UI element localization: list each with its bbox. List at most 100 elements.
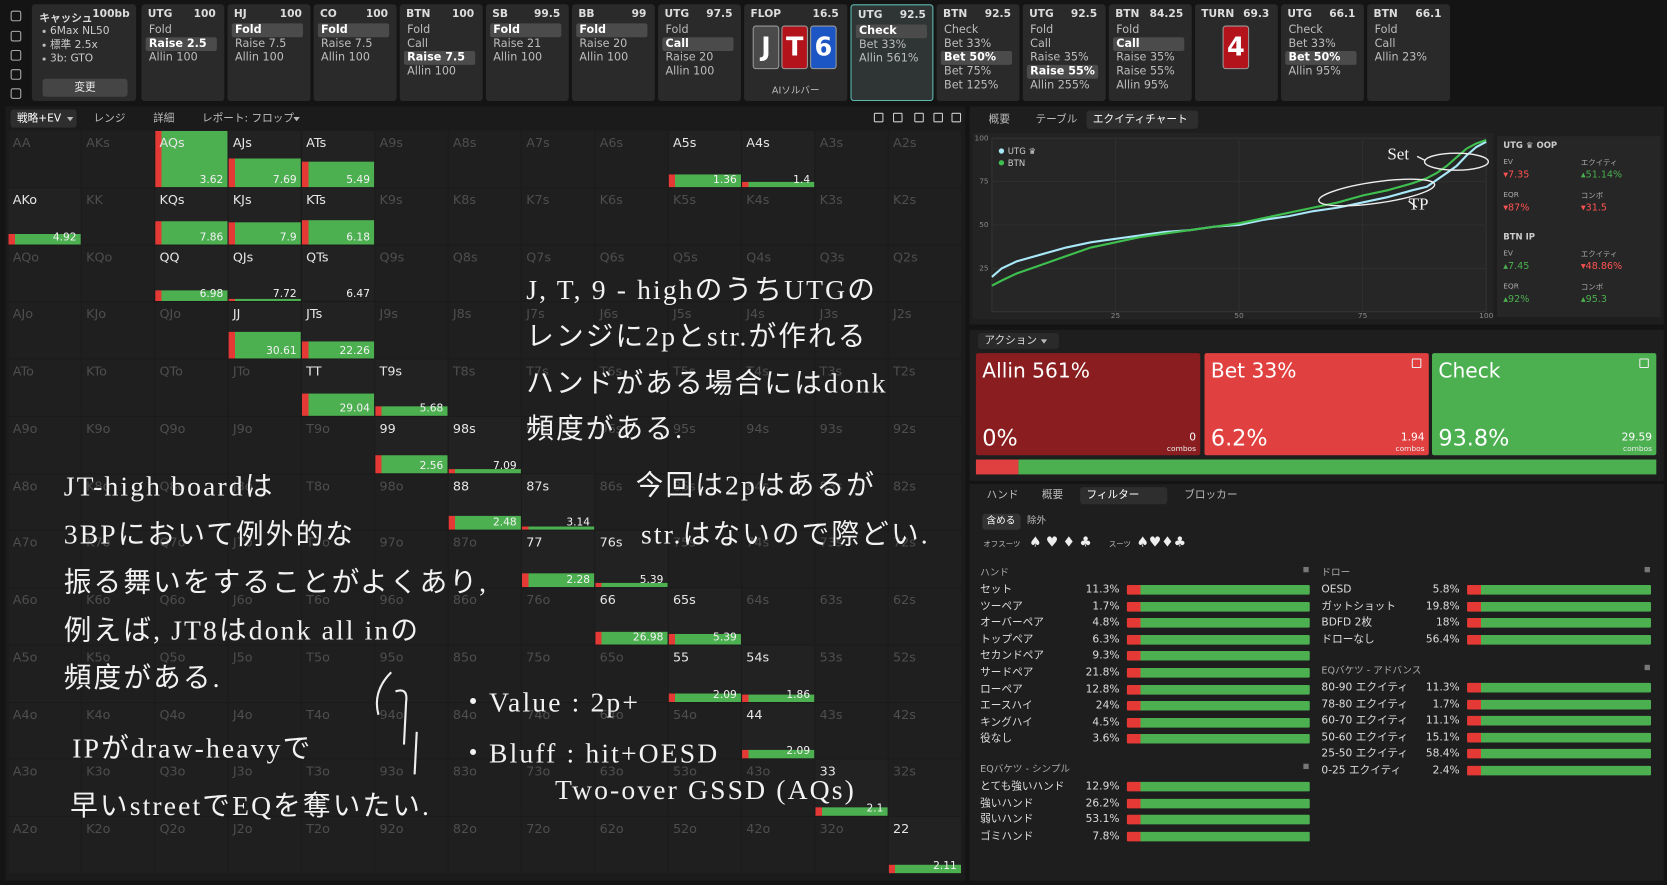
- hand-cell[interactable]: Q2o: [155, 817, 228, 874]
- hand-cell[interactable]: A5o: [8, 645, 81, 702]
- hand-cell[interactable]: 92s: [888, 416, 962, 473]
- action-option[interactable]: Allin 95%: [1288, 64, 1341, 78]
- hand-cell[interactable]: 3.62 AQs: [155, 130, 228, 187]
- action-option[interactable]: Raise 55%: [1026, 64, 1099, 79]
- action-option[interactable]: Call: [407, 37, 429, 50]
- hand-cell[interactable]: K2s: [888, 188, 962, 245]
- sidebar-icon[interactable]: [10, 69, 22, 80]
- exclude-toggle[interactable]: 除外: [1026, 515, 1047, 527]
- hand-cell[interactable]: J9s: [375, 302, 448, 359]
- hand-cell[interactable]: AJo: [8, 302, 81, 359]
- action-option[interactable]: Fold: [317, 23, 390, 38]
- hand-cell[interactable]: KQo: [81, 245, 155, 302]
- hand-cell[interactable]: 82o: [448, 817, 521, 874]
- hand-cell[interactable]: 29.04 TT: [301, 359, 375, 416]
- hand-cell[interactable]: 54o: [668, 702, 741, 759]
- hand-cell[interactable]: A3o: [8, 759, 81, 817]
- sidebar-icon[interactable]: [10, 49, 22, 61]
- hand-cell[interactable]: AA: [8, 130, 81, 187]
- hand-cell[interactable]: K8o: [81, 473, 155, 531]
- action-header[interactable]: アクション: [978, 332, 1059, 349]
- hand-cell[interactable]: A7o: [8, 531, 81, 588]
- strategy-tab[interactable]: 詳細: [153, 112, 175, 125]
- action-column[interactable]: UTG 97.5 Fold Call Raise 20 Allin 100: [658, 4, 741, 102]
- action-option[interactable]: Raise 21: [493, 37, 542, 50]
- action-option[interactable]: Call: [1374, 37, 1396, 50]
- strategy-tab[interactable]: レンジ: [93, 112, 126, 125]
- view-icon[interactable]: [933, 112, 943, 123]
- hand-cell[interactable]: 86s: [595, 473, 668, 531]
- hand-cell[interactable]: 93s: [815, 416, 888, 473]
- hand-cell[interactable]: J8s: [448, 302, 521, 359]
- hand-cell[interactable]: T3s: [815, 359, 888, 416]
- hand-cell[interactable]: 83s: [815, 473, 888, 531]
- hand-cell[interactable]: KJo: [81, 302, 155, 359]
- hand-cell[interactable]: K3o: [81, 759, 155, 817]
- hand-cell[interactable]: A8o: [8, 473, 81, 531]
- hand-cell[interactable]: 1.86 54s: [742, 645, 815, 702]
- action-column[interactable]: HJ 100 Fold Raise 7.5 Allin 100: [227, 4, 311, 102]
- action-option[interactable]: Allin 255%: [1030, 78, 1090, 92]
- action-option[interactable]: Raise 35%: [1116, 51, 1175, 64]
- action-option[interactable]: Allin 95%: [1116, 78, 1169, 92]
- action-column[interactable]: UTG 92.5 Fold Call Raise 35% Raise 55% Allin 2…: [1022, 4, 1106, 102]
- action-option[interactable]: Bet 75%: [944, 64, 992, 78]
- hand-cell[interactable]: T7s: [521, 359, 595, 416]
- hand-cell[interactable]: 86o: [448, 588, 521, 645]
- sidebar-icon[interactable]: [10, 88, 22, 99]
- action-card[interactable]: Bet 33% 6.2% 1.94 combos: [1204, 353, 1429, 456]
- hand-cell[interactable]: ATo: [8, 359, 81, 416]
- hand-cell[interactable]: 7.69 AJs: [228, 130, 301, 187]
- action-card[interactable]: Check 93.8% 29.59 combos: [1431, 353, 1657, 456]
- action-column[interactable]: FLOP 16.5 J T 6 AIソルバー: [744, 4, 848, 102]
- hand-cell[interactable]: 7.86 KQs: [155, 188, 228, 245]
- hand-cell[interactable]: 22.26 JTs: [301, 302, 375, 359]
- action-option[interactable]: Raise 20: [665, 51, 714, 64]
- hand-cell[interactable]: Q5o: [155, 645, 228, 702]
- hand-cell[interactable]: 74s: [742, 531, 815, 588]
- hand-cell[interactable]: K7s: [521, 188, 595, 245]
- hand-cell[interactable]: 84s: [742, 473, 815, 531]
- filter-tab[interactable]: 概要: [1041, 489, 1064, 502]
- hand-cell[interactable]: 2.11 22: [888, 817, 962, 874]
- hand-cell[interactable]: 2.28 77: [521, 531, 595, 588]
- hand-cell[interactable]: 76o: [521, 588, 595, 645]
- action-column[interactable]: BTN 66.1 Fold Call Allin 23%: [1367, 4, 1451, 102]
- action-option[interactable]: Check: [944, 23, 979, 37]
- hand-cell[interactable]: J5s: [668, 302, 741, 359]
- hand-cell[interactable]: 7.72 QJs: [228, 245, 301, 302]
- action-option[interactable]: Fold: [1030, 23, 1054, 37]
- hand-cell[interactable]: JTo: [228, 359, 301, 416]
- hand-cell[interactable]: 5.68 T9s: [375, 359, 448, 416]
- hand-cell[interactable]: Q7o: [155, 531, 228, 588]
- action-column[interactable]: CO 100 Fold Raise 7.5 Allin 100: [313, 4, 397, 102]
- hand-cell[interactable]: T6o: [301, 588, 375, 645]
- hand-cell[interactable]: 2.09 44: [742, 702, 815, 759]
- action-option[interactable]: Bet 125%: [944, 78, 999, 92]
- hand-cell[interactable]: T3o: [301, 759, 375, 817]
- hand-cell[interactable]: 4.92 AKo: [8, 188, 81, 245]
- panel-tab[interactable]: 概要: [988, 113, 1010, 126]
- hand-cell[interactable]: KK: [81, 188, 155, 245]
- hand-cell[interactable]: 1.36 A5s: [668, 130, 741, 187]
- hand-cell[interactable]: 75o: [521, 645, 595, 702]
- hand-cell[interactable]: 64s: [742, 588, 815, 645]
- action-card[interactable]: Allin 561% 0% 0 combos: [975, 353, 1201, 456]
- hand-cell[interactable]: J8o: [228, 473, 301, 531]
- view-icon[interactable]: [893, 112, 903, 123]
- action-option[interactable]: Fold: [1116, 23, 1140, 37]
- hand-cell[interactable]: Q4s: [742, 245, 815, 302]
- hand-cell[interactable]: 2.1 33: [815, 759, 888, 817]
- hand-cell[interactable]: KTo: [81, 359, 155, 416]
- hand-cell[interactable]: T9o: [301, 416, 375, 473]
- hand-cell[interactable]: J2o: [228, 817, 301, 874]
- hand-cell[interactable]: Q6s: [595, 245, 668, 302]
- action-option[interactable]: Raise 7.5: [234, 37, 287, 50]
- hand-cell[interactable]: K9o: [81, 416, 155, 473]
- action-option[interactable]: Call: [662, 37, 734, 52]
- hand-cell[interactable]: 62s: [888, 588, 962, 645]
- hand-cell[interactable]: 42o: [742, 817, 815, 874]
- hand-cell[interactable]: 85s: [668, 473, 741, 531]
- hand-cell[interactable]: A7s: [521, 130, 595, 187]
- panel-tab[interactable]: エクイティチャート: [1086, 110, 1199, 129]
